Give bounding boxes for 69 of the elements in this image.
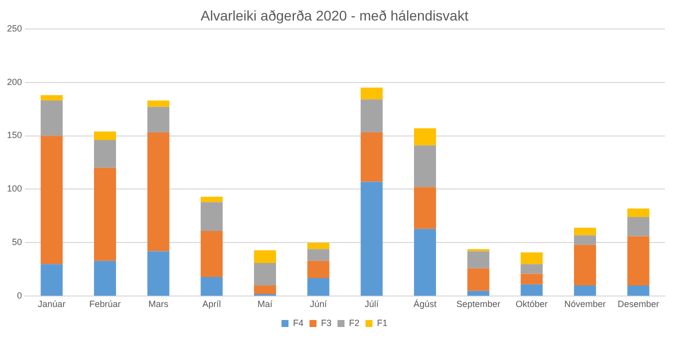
bar <box>307 249 330 261</box>
bar <box>200 196 223 202</box>
bar <box>360 88 383 100</box>
bar <box>94 168 116 261</box>
bar <box>40 100 63 136</box>
bar <box>574 235 596 245</box>
bar <box>40 264 63 296</box>
x-tick-label: Október <box>516 299 548 310</box>
x-tick-label: Júlí <box>364 299 380 310</box>
x-tick-label: Janúar <box>38 299 66 310</box>
bar <box>627 217 650 236</box>
bar <box>307 260 330 278</box>
bar <box>627 236 650 286</box>
bar <box>94 131 116 140</box>
legend-label: F1 <box>377 318 388 328</box>
bar <box>467 290 490 296</box>
bar <box>360 132 383 182</box>
bar <box>147 100 170 107</box>
y-tick-label: 250 <box>6 23 22 34</box>
bar <box>574 228 596 236</box>
x-tick-label: September <box>456 299 500 310</box>
bar <box>360 99 383 133</box>
x-tick-label: Ágúst <box>414 299 438 310</box>
bar <box>94 260 116 296</box>
bar <box>467 268 490 291</box>
x-tick-label: Maí <box>258 299 274 310</box>
legend-label: F3 <box>320 318 332 328</box>
bar <box>254 286 276 294</box>
y-tick-label: 50 <box>12 237 22 248</box>
bar <box>360 182 383 296</box>
bar <box>414 145 436 188</box>
bar <box>627 208 650 218</box>
y-tick-label: 100 <box>6 184 22 194</box>
bar <box>200 230 223 277</box>
bar <box>467 251 490 268</box>
bar <box>147 251 170 296</box>
bar <box>414 187 436 229</box>
y-tick-label: 200 <box>6 76 22 87</box>
bar <box>307 278 330 296</box>
y-tick-label: 0 <box>17 290 22 301</box>
x-tick-label: Febrúar <box>89 299 121 310</box>
x-tick-label: Júní <box>310 299 328 310</box>
bar <box>254 263 276 286</box>
bar <box>627 286 650 296</box>
legend-label: F4 <box>292 318 304 328</box>
bar <box>200 276 223 296</box>
chart-title: Alvarleiki aðgerða 2020 - með hálendisvakt <box>200 7 468 24</box>
bar <box>414 228 436 296</box>
y-tick-label: 150 <box>6 130 22 140</box>
bar <box>520 274 543 284</box>
legend-label: F2 <box>349 318 360 328</box>
x-tick-label: Desember <box>618 299 660 310</box>
x-tick-label: Nóvember <box>564 299 606 310</box>
bar <box>147 132 170 252</box>
x-tick-label: Apríl <box>202 299 221 310</box>
bar <box>520 264 543 274</box>
bar <box>574 244 596 286</box>
bar <box>307 242 330 250</box>
bar <box>574 286 596 296</box>
bar <box>147 106 170 133</box>
bar <box>40 136 63 264</box>
bar <box>414 128 436 146</box>
bar <box>200 202 223 231</box>
bar <box>40 95 63 100</box>
bar <box>520 252 543 264</box>
bar <box>520 284 543 296</box>
bar <box>254 250 276 264</box>
bar <box>94 140 116 168</box>
x-tick-label: Mars <box>148 299 169 310</box>
